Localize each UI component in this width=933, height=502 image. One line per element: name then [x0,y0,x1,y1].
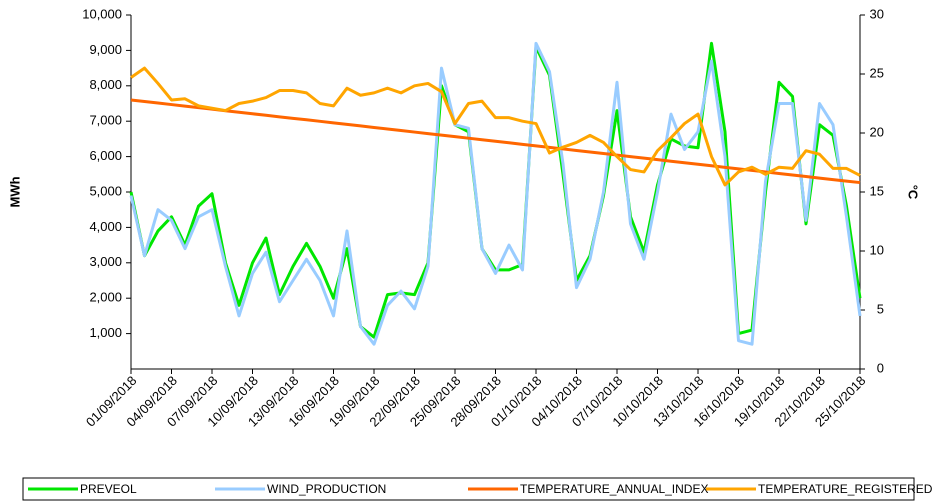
y-tick-label: 1,000 [89,325,122,340]
y2-tick-label: 30 [870,6,884,21]
legend-label: WIND_PRODUCTION [267,482,386,496]
series-line [129,41,862,339]
y-tick-label: 5,000 [89,183,122,198]
y2-tick-label: 20 [870,124,884,139]
y2-tick-label: 25 [870,65,884,80]
y-tick-label: 4,000 [89,219,122,234]
y-tick-label: 6,000 [89,148,122,163]
y2-tick-label: 5 [877,301,884,316]
series-line [130,66,861,187]
y2-tick-label: 15 [870,183,884,198]
legend-label: TEMPERATURE_REGISTERED [758,482,933,496]
y-tick-label: 9,000 [89,42,122,57]
y2-tick-label: 0 [877,360,884,375]
y-tick-label: 2,000 [89,290,122,305]
legend-label: TEMPERATURE_ANNUAL_INDEX [520,482,708,496]
y-tick-label: 7,000 [89,113,122,128]
y-tick-label: 10,000 [82,6,122,21]
legend-label: PREVEOL [80,482,137,496]
y-tick-label: 3,000 [89,254,122,269]
y2-tick-label: 10 [870,242,884,257]
y-tick-label: 8,000 [89,77,122,92]
y2-axis-title: °C [906,185,921,200]
y-axis-title: MWh [7,176,22,207]
series-line [129,41,862,346]
series-line [130,98,861,185]
